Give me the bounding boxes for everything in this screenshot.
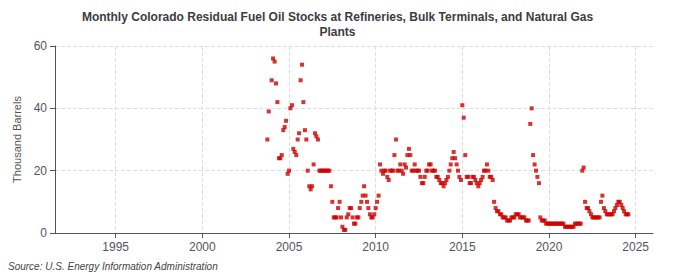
svg-text:2010: 2010 [362,240,389,254]
svg-text:Monthly Colorado Residual Fuel: Monthly Colorado Residual Fuel Oil Stock… [82,10,594,24]
svg-text:60: 60 [34,39,48,53]
svg-text:2000: 2000 [189,240,216,254]
svg-text:0: 0 [40,226,47,240]
svg-text:2015: 2015 [449,240,476,254]
svg-text:1995: 1995 [102,240,129,254]
svg-text:2025: 2025 [622,240,649,254]
svg-text:Plants: Plants [319,25,355,39]
svg-text:20: 20 [34,164,48,178]
svg-text:2005: 2005 [276,240,303,254]
svg-text:Source: U.S. Energy Informatio: Source: U.S. Energy Information Administ… [8,261,218,272]
svg-text:40: 40 [34,101,48,115]
svg-text:2020: 2020 [536,240,563,254]
svg-text:Thousand Barrels: Thousand Barrels [11,96,23,183]
